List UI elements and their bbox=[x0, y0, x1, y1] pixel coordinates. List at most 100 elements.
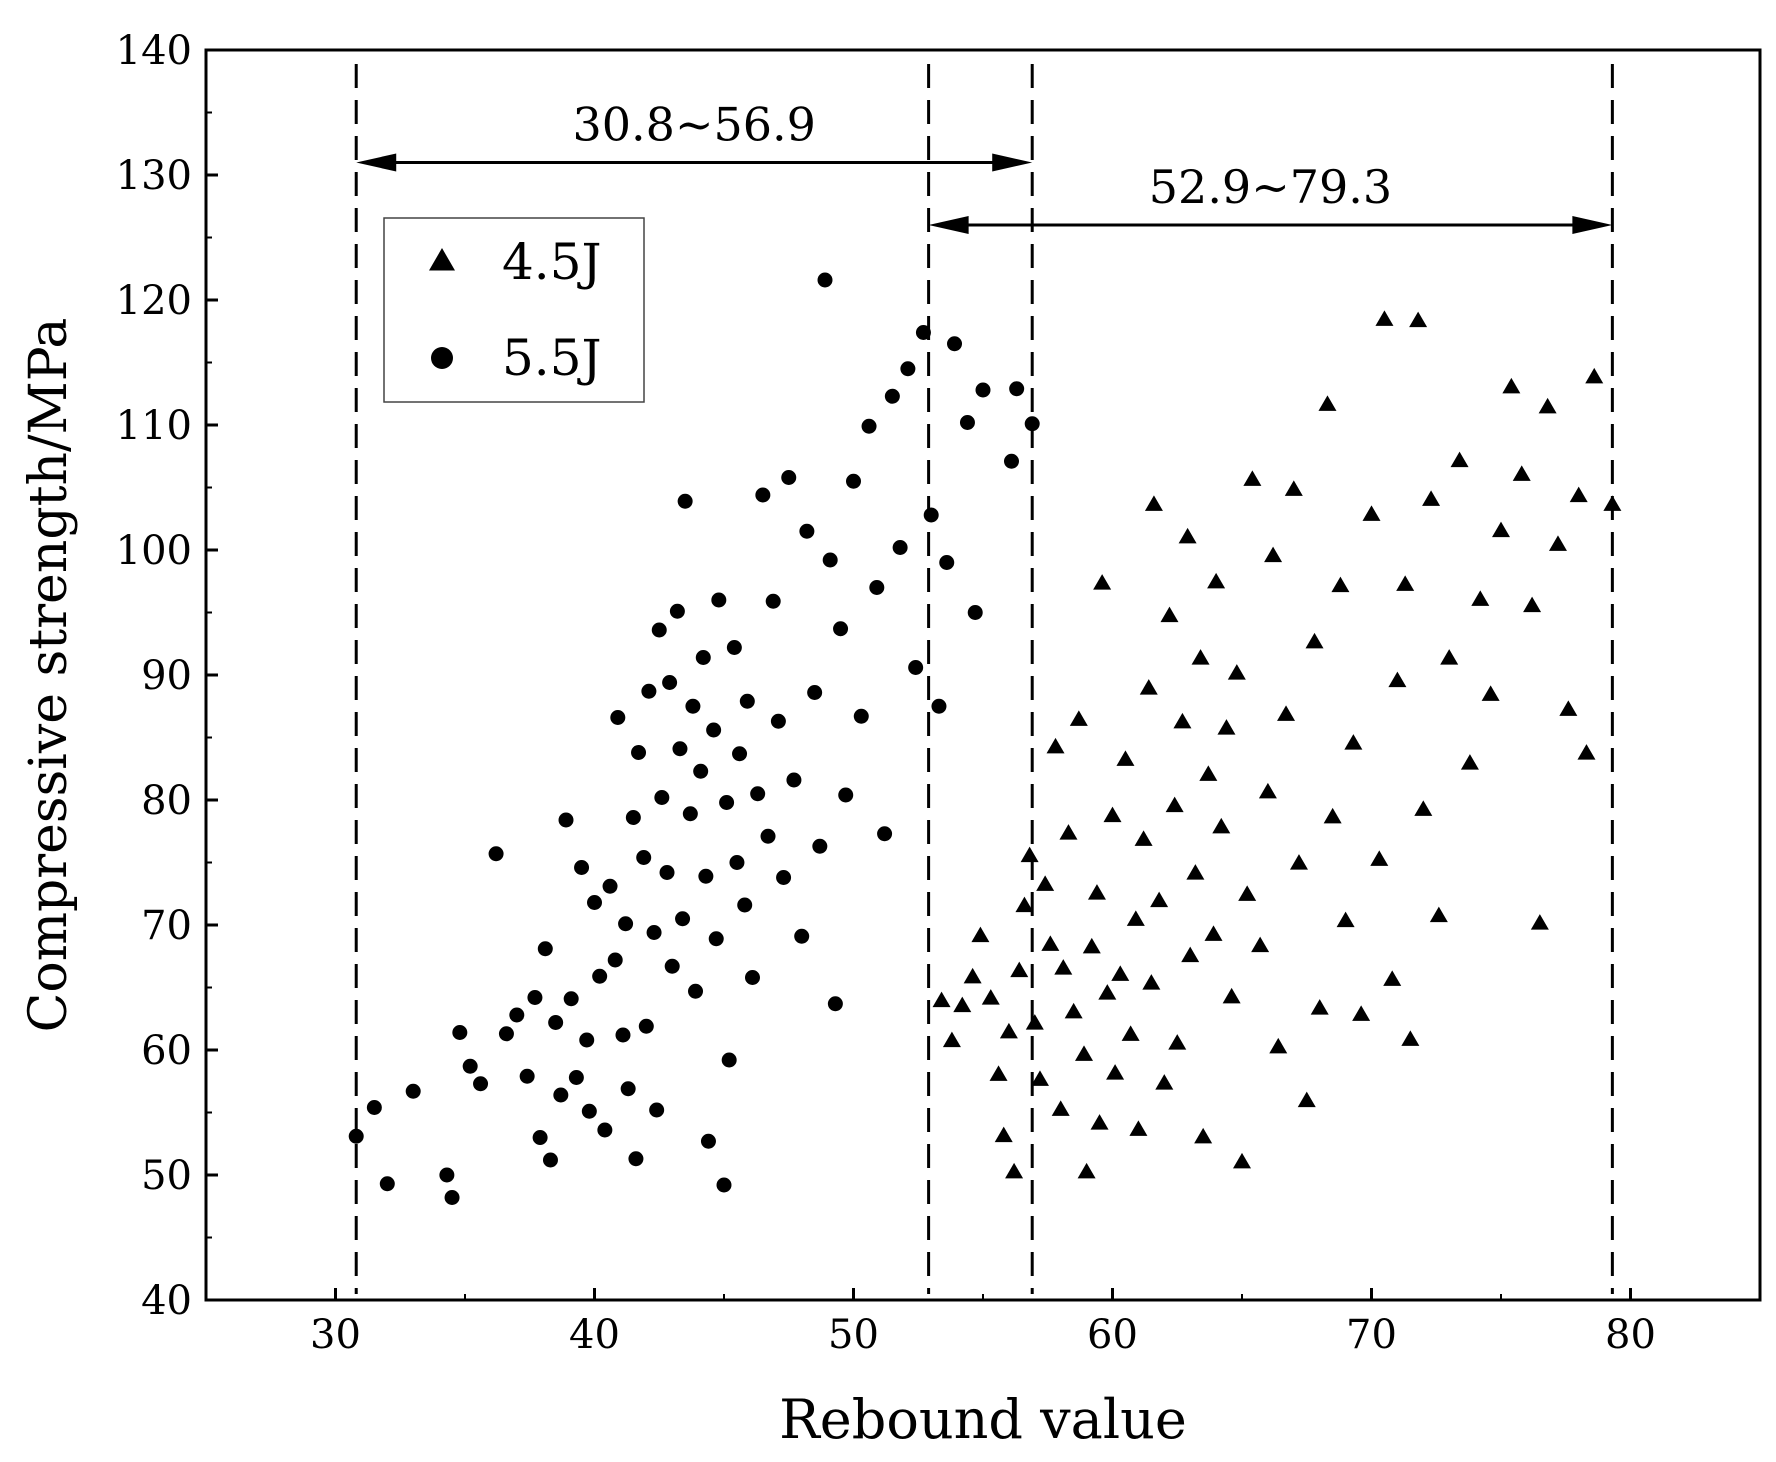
data-point-circle bbox=[822, 552, 838, 568]
data-point-triangle bbox=[981, 989, 1000, 1005]
data-point-circle bbox=[719, 795, 735, 810]
data-point-triangle bbox=[994, 1126, 1013, 1143]
range-arrow-right-head bbox=[992, 153, 1033, 172]
data-point-triangle bbox=[953, 996, 972, 1013]
data-point-circle bbox=[615, 1027, 631, 1043]
data-point-circle bbox=[542, 1152, 558, 1168]
y-tick-label: 80 bbox=[141, 778, 192, 824]
data-point-triangle bbox=[1460, 754, 1479, 770]
legend-label: 4.5J bbox=[502, 233, 602, 291]
data-point-circle bbox=[900, 361, 916, 377]
data-point-triangle bbox=[1344, 734, 1363, 750]
data-point-triangle bbox=[1481, 685, 1500, 701]
data-point-triangle bbox=[1030, 1070, 1049, 1086]
data-point-triangle bbox=[1450, 451, 1469, 468]
data-point-triangle bbox=[971, 926, 990, 943]
data-point-triangle bbox=[1227, 664, 1246, 680]
data-point-triangle bbox=[963, 967, 982, 984]
data-point-circle bbox=[654, 790, 670, 805]
data-point-circle bbox=[568, 1070, 584, 1085]
data-point-triangle bbox=[1059, 824, 1078, 840]
data-point-triangle bbox=[1015, 896, 1034, 913]
data-point-triangle bbox=[1129, 1120, 1148, 1136]
data-point-triangle bbox=[1075, 1045, 1094, 1061]
x-tick-label: 30 bbox=[310, 1312, 361, 1358]
data-point-circle bbox=[379, 1176, 395, 1192]
data-point-circle bbox=[348, 1128, 364, 1144]
data-point-circle bbox=[698, 868, 714, 884]
data-point-triangle bbox=[1502, 377, 1521, 394]
data-point-triangle bbox=[1036, 875, 1055, 891]
data-point-circle bbox=[405, 1083, 421, 1099]
data-point-circle bbox=[695, 650, 711, 665]
data-point-circle bbox=[776, 870, 792, 885]
data-point-triangle bbox=[1284, 480, 1303, 496]
data-point-circle bbox=[765, 593, 781, 609]
data-point-circle bbox=[669, 603, 685, 619]
data-point-triangle bbox=[1181, 946, 1200, 963]
data-point-triangle bbox=[1142, 974, 1161, 990]
range-annotations: 30.8~56.9 52.9~79.3 bbox=[356, 98, 1613, 234]
data-point-triangle bbox=[1064, 1002, 1083, 1019]
data-point-triangle bbox=[1233, 1152, 1251, 1169]
data-point-circle bbox=[574, 860, 590, 875]
data-point-triangle bbox=[1046, 737, 1065, 754]
data-point-triangle bbox=[1305, 632, 1324, 649]
data-point-circle bbox=[755, 487, 771, 503]
data-point-circle bbox=[744, 970, 760, 985]
data-point-circle bbox=[700, 1133, 716, 1149]
range-dividers bbox=[354, 64, 1614, 1294]
y-tick-label: 120 bbox=[116, 278, 192, 324]
data-point-circle bbox=[737, 897, 753, 913]
data-point-triangle bbox=[1106, 1064, 1125, 1080]
data-point-circle bbox=[527, 990, 543, 1005]
data-point-circle bbox=[711, 592, 727, 608]
data-point-triangle bbox=[1077, 1162, 1096, 1179]
data-point-triangle bbox=[1191, 649, 1210, 665]
data-point-triangle bbox=[1041, 935, 1060, 951]
data-point-triangle bbox=[1134, 830, 1153, 846]
data-point-circle bbox=[750, 786, 766, 802]
data-point-circle bbox=[739, 693, 755, 709]
range-label: 52.9~79.3 bbox=[1149, 160, 1392, 214]
data-point-triangle bbox=[1082, 937, 1101, 954]
data-point-circle bbox=[553, 1087, 569, 1103]
data-point-circle bbox=[939, 555, 955, 570]
y-axis-label: Compressive strength/MPa bbox=[19, 318, 79, 1033]
data-point-circle bbox=[729, 855, 745, 870]
data-point-triangle bbox=[1530, 914, 1549, 930]
data-point-triangle bbox=[1492, 521, 1510, 538]
data-point-circle bbox=[794, 928, 810, 944]
data-point-circle bbox=[581, 1103, 597, 1119]
data-point-triangle bbox=[1173, 712, 1192, 729]
y-tick-label: 50 bbox=[141, 1153, 192, 1199]
data-point-circle bbox=[651, 622, 667, 638]
data-point-triangle bbox=[1087, 884, 1106, 900]
data-point-triangle bbox=[1422, 490, 1441, 506]
data-point-circle bbox=[662, 675, 678, 690]
legend-box bbox=[383, 217, 645, 403]
data-point-circle bbox=[641, 683, 657, 699]
data-point-triangle bbox=[1251, 936, 1270, 953]
data-point-circle bbox=[664, 958, 680, 974]
data-point-triangle bbox=[1199, 765, 1218, 781]
data-point-triangle bbox=[1310, 999, 1329, 1015]
data-point-circle bbox=[827, 996, 843, 1012]
data-point-triangle bbox=[1069, 710, 1088, 726]
data-point-circle bbox=[799, 523, 815, 539]
data-point-triangle bbox=[1277, 705, 1296, 721]
data-point-triangle bbox=[1144, 495, 1163, 511]
data-point-circle bbox=[462, 1058, 478, 1074]
data-point-triangle bbox=[1523, 596, 1542, 613]
x-axis-ticks: 30 40 50 60 70 80 bbox=[205, 1288, 1761, 1358]
data-point-circle bbox=[1024, 416, 1040, 432]
data-point-circle bbox=[781, 470, 797, 485]
data-point-circle bbox=[706, 722, 722, 738]
data-point-triangle bbox=[1429, 906, 1448, 923]
data-point-circle bbox=[817, 272, 833, 288]
data-point-circle bbox=[677, 493, 693, 509]
data-point-triangle bbox=[1160, 606, 1179, 623]
data-point-triangle bbox=[1168, 1034, 1187, 1050]
data-point-circle bbox=[892, 540, 908, 555]
data-point-circle bbox=[444, 1190, 460, 1205]
